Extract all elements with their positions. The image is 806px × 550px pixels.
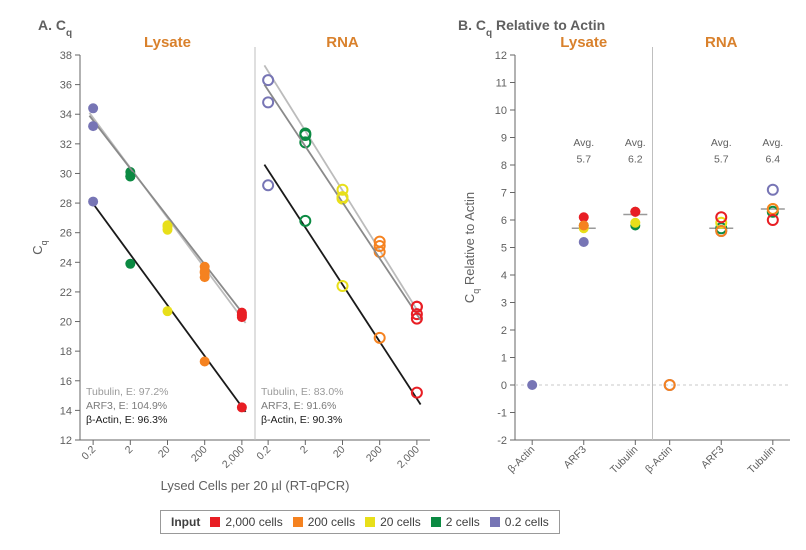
legend-item: 0.2 cells bbox=[490, 515, 549, 529]
panel-a-chart: A. Cq1214161820222426283032343638CqLysed… bbox=[10, 0, 445, 500]
svg-text:RNA: RNA bbox=[705, 34, 738, 51]
svg-text:2: 2 bbox=[123, 444, 136, 457]
legend-label: 2,000 cells bbox=[225, 515, 282, 529]
legend-title: Input bbox=[171, 515, 200, 529]
panel-b-chart: B. Cq Relative to Actin-2-10123456789101… bbox=[450, 0, 800, 500]
legend-item: 2,000 cells bbox=[210, 515, 282, 529]
svg-text:ARF3, E: 91.6%: ARF3, E: 91.6% bbox=[261, 400, 336, 412]
svg-text:4: 4 bbox=[501, 270, 507, 282]
legend-label: 2 cells bbox=[446, 515, 480, 529]
svg-text:20: 20 bbox=[331, 444, 348, 461]
legend-item: 20 cells bbox=[365, 515, 421, 529]
legend-item: 200 cells bbox=[293, 515, 355, 529]
svg-text:14: 14 bbox=[60, 405, 72, 417]
svg-text:ARF3, E: 104.9%: ARF3, E: 104.9% bbox=[86, 400, 167, 412]
legend-label: 0.2 cells bbox=[505, 515, 549, 529]
svg-text:Lysed Cells per 20 µl (RT-qPCR: Lysed Cells per 20 µl (RT-qPCR) bbox=[161, 478, 350, 493]
svg-text:32: 32 bbox=[60, 139, 72, 151]
svg-text:24: 24 bbox=[60, 257, 72, 269]
svg-text:200: 200 bbox=[189, 444, 210, 465]
svg-text:β-Actin: β-Actin bbox=[643, 444, 675, 476]
svg-text:12: 12 bbox=[495, 50, 507, 62]
legend-swatch bbox=[293, 517, 303, 527]
svg-text:11: 11 bbox=[496, 78, 507, 90]
svg-text:2: 2 bbox=[298, 444, 311, 457]
svg-text:20: 20 bbox=[60, 317, 72, 329]
svg-text:Avg.: Avg. bbox=[625, 137, 646, 149]
svg-text:β-Actin, E: 90.3%: β-Actin, E: 90.3% bbox=[261, 414, 342, 426]
legend-swatch bbox=[431, 517, 441, 527]
svg-text:Cq Relative to Actin: Cq Relative to Actin bbox=[462, 192, 481, 303]
svg-text:9: 9 bbox=[501, 133, 507, 145]
svg-text:Lysate: Lysate bbox=[560, 34, 607, 51]
svg-text:β-Actin, E: 96.3%: β-Actin, E: 96.3% bbox=[86, 414, 167, 426]
svg-text:28: 28 bbox=[60, 198, 72, 210]
legend-item: 2 cells bbox=[431, 515, 480, 529]
svg-text:RNA: RNA bbox=[326, 34, 359, 51]
svg-text:8: 8 bbox=[501, 160, 507, 172]
svg-text:Cq: Cq bbox=[30, 240, 49, 254]
svg-text:Avg.: Avg. bbox=[573, 137, 594, 149]
svg-text:5.7: 5.7 bbox=[714, 153, 729, 165]
legend-label: 20 cells bbox=[380, 515, 421, 529]
legend-label: 200 cells bbox=[308, 515, 355, 529]
input-legend: Input 2,000 cells 200 cells 20 cells 2 cell… bbox=[160, 510, 560, 534]
svg-text:20: 20 bbox=[156, 444, 173, 461]
svg-text:ARF3: ARF3 bbox=[561, 444, 589, 472]
svg-text:1: 1 bbox=[501, 353, 507, 365]
svg-text:6: 6 bbox=[501, 215, 507, 227]
svg-text:Tubulin, E: 97.2%: Tubulin, E: 97.2% bbox=[86, 386, 169, 398]
svg-text:Avg.: Avg. bbox=[711, 137, 732, 149]
svg-text:5.7: 5.7 bbox=[576, 153, 591, 165]
svg-text:5: 5 bbox=[501, 243, 507, 255]
svg-text:36: 36 bbox=[60, 80, 72, 92]
svg-text:30: 30 bbox=[60, 168, 72, 180]
svg-text:0: 0 bbox=[501, 380, 507, 392]
legend-swatch bbox=[210, 517, 220, 527]
svg-text:16: 16 bbox=[60, 376, 72, 388]
svg-text:Tubulin: Tubulin bbox=[745, 444, 778, 477]
svg-text:0.2: 0.2 bbox=[79, 444, 98, 463]
svg-text:ARF3: ARF3 bbox=[699, 444, 727, 472]
svg-text:38: 38 bbox=[60, 50, 72, 62]
svg-text:3: 3 bbox=[501, 298, 507, 310]
svg-text:18: 18 bbox=[60, 346, 72, 358]
svg-text:2: 2 bbox=[501, 325, 507, 337]
svg-text:200: 200 bbox=[364, 444, 385, 465]
svg-text:22: 22 bbox=[60, 287, 72, 299]
svg-text:7: 7 bbox=[501, 188, 507, 200]
svg-text:A. Cq: A. Cq bbox=[38, 17, 72, 39]
svg-text:β-Actin: β-Actin bbox=[506, 444, 538, 476]
svg-text:Lysate: Lysate bbox=[144, 34, 191, 51]
svg-text:0.2: 0.2 bbox=[254, 444, 273, 463]
svg-text:6.2: 6.2 bbox=[628, 153, 643, 165]
svg-text:Tubulin, E: 83.0%: Tubulin, E: 83.0% bbox=[261, 386, 344, 398]
svg-text:-1: -1 bbox=[497, 408, 507, 420]
svg-text:34: 34 bbox=[60, 109, 72, 121]
svg-text:-2: -2 bbox=[497, 435, 507, 447]
svg-text:10: 10 bbox=[495, 105, 507, 117]
svg-text:Tubulin: Tubulin bbox=[608, 444, 641, 477]
svg-text:6.4: 6.4 bbox=[766, 153, 781, 165]
svg-text:2,000: 2,000 bbox=[395, 444, 422, 471]
svg-text:26: 26 bbox=[60, 228, 72, 240]
svg-text:2,000: 2,000 bbox=[220, 444, 247, 471]
legend-swatch bbox=[365, 517, 375, 527]
svg-text:Avg.: Avg. bbox=[762, 137, 783, 149]
svg-text:12: 12 bbox=[60, 435, 72, 447]
legend-swatch bbox=[490, 517, 500, 527]
